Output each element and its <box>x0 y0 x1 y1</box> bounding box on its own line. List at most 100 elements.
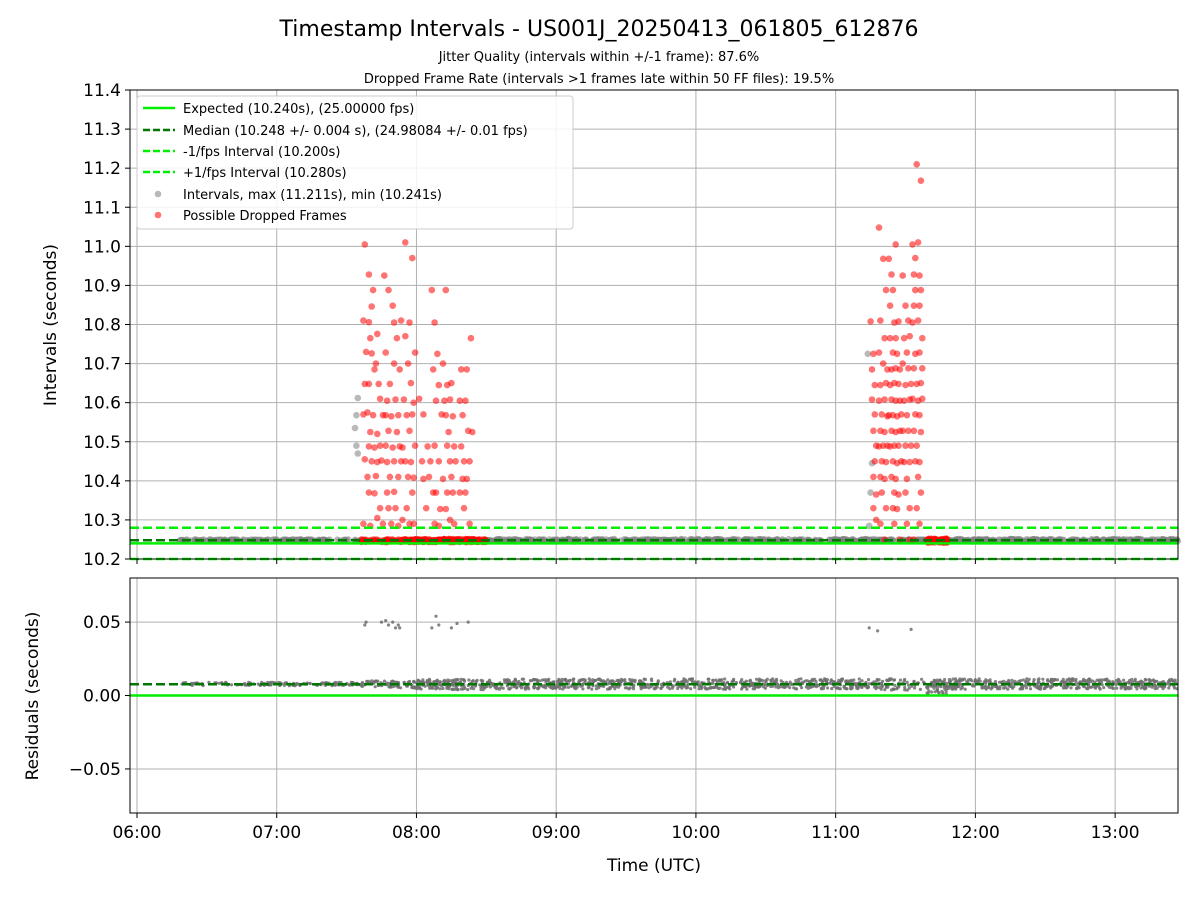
residual-point <box>540 678 545 682</box>
residual-point <box>958 677 962 681</box>
residual-point <box>884 685 888 689</box>
dropped-frame-point <box>900 334 908 342</box>
dropped-frame-point <box>914 239 922 246</box>
residual-point <box>893 683 897 688</box>
intervals-y-axis-label: Intervals (seconds) <box>41 244 61 406</box>
residual-point <box>437 683 441 687</box>
intervals-y-tick-label: 11.1 <box>83 198 121 218</box>
residual-point <box>558 686 562 691</box>
residual-point <box>456 687 460 692</box>
intervals-y-tick-label: 10.4 <box>83 472 121 492</box>
residual-point <box>965 680 969 684</box>
dropped-frame-point <box>374 514 381 522</box>
residual-point <box>435 685 439 690</box>
residual-point <box>1107 679 1111 683</box>
dropped-frame-point <box>365 318 373 326</box>
residual-point <box>1133 684 1137 689</box>
residual-point <box>538 679 542 683</box>
residual-point <box>905 680 909 685</box>
dropped-frame-point <box>369 411 377 419</box>
residual-point <box>243 681 247 686</box>
residual-point <box>704 687 708 691</box>
dropped-frame-point <box>441 397 448 405</box>
dropped-frame-point <box>367 428 374 436</box>
residual-point <box>617 685 621 689</box>
residual-point <box>889 688 894 692</box>
interval-point <box>354 394 362 402</box>
interval-point <box>266 536 273 544</box>
residual-point <box>656 679 660 683</box>
residual-point <box>1046 678 1050 682</box>
residual-point <box>594 687 599 691</box>
residual-point <box>668 680 672 684</box>
residual-point <box>673 677 677 681</box>
residual-point <box>788 680 792 684</box>
residual-point <box>391 620 395 624</box>
residual-point <box>693 685 697 689</box>
dropped-frame-point <box>462 489 469 496</box>
dropped-frame-point <box>903 411 911 419</box>
intervals-y-tick-label: 11.3 <box>83 120 121 140</box>
residual-point <box>497 687 501 691</box>
residual-point <box>961 677 965 681</box>
dropped-frame-point <box>893 350 901 358</box>
residual-point <box>478 683 482 687</box>
residual-point <box>1025 677 1029 681</box>
dropped-frame-point <box>914 317 922 324</box>
dropped-frame-point <box>403 411 411 419</box>
residual-point <box>913 686 917 690</box>
residual-point <box>910 684 914 688</box>
residual-point <box>437 623 441 627</box>
residual-point <box>834 686 839 690</box>
residual-point <box>1055 678 1060 682</box>
residual-point <box>379 620 384 624</box>
dropped-frame-point <box>460 458 468 465</box>
residual-point <box>903 677 907 682</box>
residuals-y-axis-label: Residuals (seconds) <box>23 612 43 781</box>
dropped-frame-point <box>909 319 916 326</box>
residual-point <box>769 684 773 689</box>
dropped-frame-point <box>878 489 886 496</box>
dropped-frame-point <box>872 516 880 524</box>
dropped-frame-point <box>382 442 390 450</box>
residuals-y-tick-label: −0.05 <box>69 760 121 780</box>
dropped-frame-point <box>907 380 915 388</box>
residual-point <box>308 682 312 686</box>
dropped-frame-point <box>919 395 926 403</box>
residual-point <box>866 678 871 682</box>
residual-point <box>984 678 988 682</box>
residual-point <box>690 679 694 683</box>
residuals-panel: 06:00 07:00 08:00 09:00 10:00 11:00 12:00 13:00… <box>23 577 1179 876</box>
residual-point <box>282 683 286 688</box>
legend-label-plus-fps: +1/fps Interval (10.280s) <box>183 166 347 181</box>
dropped-frame-point <box>431 442 438 450</box>
residual-point <box>1150 685 1154 689</box>
residual-point <box>544 680 548 684</box>
residual-point <box>848 684 853 689</box>
residual-point <box>1117 678 1121 683</box>
residual-point <box>953 677 958 681</box>
dropped-frame-point <box>390 458 398 465</box>
residual-point <box>416 679 420 683</box>
residual-point <box>536 686 540 691</box>
dropped-frame-point <box>895 318 902 325</box>
residual-point <box>805 679 810 683</box>
residual-point <box>988 678 992 682</box>
dropped-frame-point <box>462 397 469 405</box>
dropped-frame-point <box>404 360 412 367</box>
residual-point <box>909 627 913 632</box>
dropped-frame-point <box>431 319 438 326</box>
interval-point <box>351 424 359 432</box>
residual-point <box>1004 686 1008 690</box>
residual-point <box>1052 679 1056 683</box>
residual-point <box>434 614 438 618</box>
dropped-frame-point <box>913 161 920 168</box>
x-tick-label: 10:00 <box>671 823 720 843</box>
dropped-frame-point <box>912 286 919 294</box>
residual-point <box>687 677 692 681</box>
interval-point <box>865 522 873 530</box>
residual-point <box>449 626 453 630</box>
residual-point <box>647 686 651 690</box>
dropped-frame-point <box>403 504 411 512</box>
residual-point <box>1060 679 1064 684</box>
